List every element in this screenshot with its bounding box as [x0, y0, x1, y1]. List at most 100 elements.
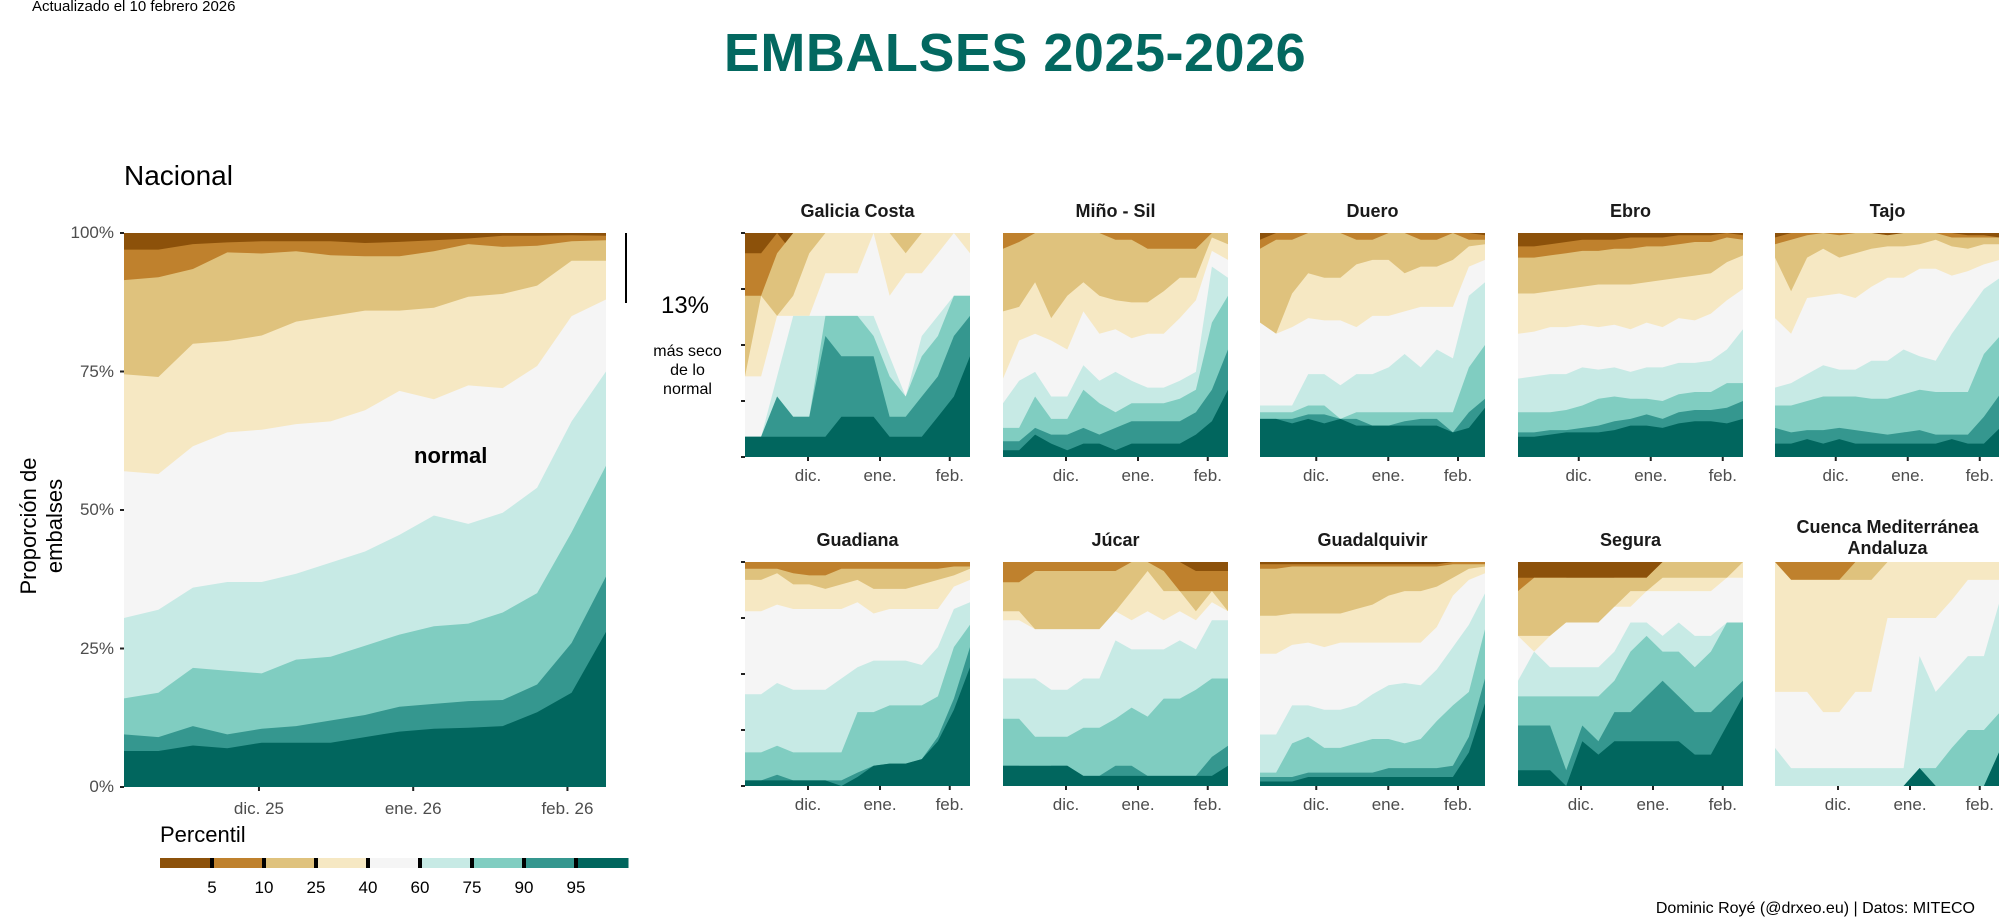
x-tick-label: dic. [1052, 466, 1080, 485]
panel-j-car [1003, 562, 1228, 790]
x-tick-label: ene. 26 [384, 799, 442, 818]
band-gt95 [124, 631, 606, 787]
legend-break-tick [522, 858, 526, 868]
legend-swatch [264, 858, 317, 868]
dry-text-line: de lo [670, 362, 705, 379]
x-tick-label: dic. 25 [233, 799, 284, 818]
legend-swatch [576, 858, 629, 868]
panel-ebro [1518, 233, 1743, 461]
legend-break-label: 60 [410, 878, 430, 897]
legend-swatch [160, 858, 213, 868]
legend-swatch [368, 858, 421, 868]
band-gt95 [745, 667, 970, 786]
panel-title: Guadalquivir [1317, 530, 1428, 550]
x-tick-label: dic. [1303, 795, 1330, 814]
legend-break-label: 90 [514, 878, 534, 897]
band-75-90 [1260, 629, 1485, 786]
x-tick-label: feb. [1193, 795, 1222, 814]
legend-swatch [212, 858, 265, 868]
panel-mi-o-sil [1003, 233, 1228, 461]
x-tick-label: feb. [1708, 466, 1737, 485]
x-tick-label: ene. [1891, 466, 1925, 485]
legend-break-tick [470, 858, 474, 868]
legend-break-label: 40 [358, 878, 378, 897]
panel-cuenca-mediterr-nea-andaluza [1775, 562, 1999, 790]
x-tick-label: ene. [1371, 466, 1405, 485]
legend-swatch [524, 858, 577, 868]
x-tick-label: dic. [1822, 466, 1849, 485]
y-tick-label: 25% [79, 638, 114, 658]
x-tick-label: ene. [1634, 466, 1668, 485]
x-tick-label: feb. [935, 466, 964, 485]
x-tick-label: feb. [1193, 466, 1222, 485]
panel-title: Galicia Costa [800, 201, 915, 221]
legend-break-tick [366, 858, 370, 868]
y-tick-label: 0% [89, 777, 114, 796]
legend-break-tick [262, 858, 266, 868]
panel-title: Ebro [1609, 201, 1651, 221]
band-75-90 [1775, 337, 1999, 457]
legend-swatch [420, 858, 473, 868]
y-tick-label: 75% [79, 361, 114, 381]
band-gt95 [1260, 703, 1485, 786]
band-75-90 [1775, 713, 1999, 786]
legend-title: Percentil [160, 822, 246, 847]
panel-nacional [120, 232, 606, 791]
panel-title: Tajo [1869, 201, 1906, 221]
band-gt95 [1003, 765, 1228, 786]
x-tick-label: feb. [1443, 466, 1473, 485]
legend-break-label: 5 [207, 878, 217, 897]
x-tick-label: ene. [1121, 466, 1155, 485]
legend-break-tick [314, 858, 318, 868]
panel-title: Júcar [1091, 530, 1140, 550]
panel-title: Miño - Sil [1075, 201, 1156, 221]
national-panel-title: Nacional [124, 160, 233, 191]
band-gt95 [745, 356, 970, 457]
x-tick-label: feb. [1965, 795, 1994, 814]
band-75-90 [745, 624, 970, 786]
legend-break-label: 75 [462, 878, 482, 897]
legend-break-label: 95 [566, 878, 586, 897]
page-title: EMBALSES 2025-2026 [723, 23, 1307, 83]
legend-break-tick [210, 858, 214, 868]
band-75-90 [1003, 678, 1228, 786]
band-90-95 [745, 315, 970, 457]
x-tick-label: feb. [1708, 795, 1737, 814]
legend-break-tick [574, 858, 578, 868]
band-gt95 [1518, 696, 1743, 786]
legend-break-tick [418, 858, 422, 868]
legend-swatch [472, 858, 525, 868]
y-tick-label: 100% [70, 223, 114, 242]
x-tick-label: dic. [1565, 466, 1592, 485]
x-tick-label: dic. [1303, 466, 1330, 485]
legend-break-label: 10 [254, 878, 274, 897]
x-tick-label: feb. 26 [541, 799, 594, 818]
panel-duero [1260, 233, 1485, 461]
x-tick-label: ene. [1371, 795, 1405, 814]
band-gt95 [1003, 389, 1228, 457]
band-90-95 [1003, 349, 1228, 457]
panel-title: Cuenca Mediterránea Andaluza [1796, 517, 1979, 558]
x-tick-label: dic. [1052, 795, 1080, 814]
panel-segura [1518, 562, 1743, 790]
band-60-75 [1775, 603, 1999, 786]
x-tick-label: ene. [863, 795, 897, 814]
panel-tajo [1775, 233, 1999, 461]
caption: Dominic Royé (@drxeo.eu) | Datos: MITECO [1655, 900, 1975, 917]
x-tick-label: dic. [1824, 795, 1852, 814]
x-tick-label: ene. [863, 466, 897, 485]
panel-title: Duero [1346, 201, 1399, 221]
x-tick-label: dic. [1567, 795, 1595, 814]
normal-label: normal [414, 443, 488, 468]
panel-title: Segura [1599, 530, 1662, 550]
x-tick-label: ene. [1636, 795, 1670, 814]
band-gt95 [1260, 407, 1485, 457]
x-tick-label: feb. [1965, 466, 1994, 485]
dry-percent: 13% [660, 292, 710, 319]
x-tick-label: dic. [794, 466, 822, 485]
legend-break-label: 25 [306, 878, 326, 897]
y-tick-label: 50% [79, 500, 114, 519]
panel-title: Guadiana [816, 530, 899, 550]
band-gt95 [1518, 418, 1743, 457]
